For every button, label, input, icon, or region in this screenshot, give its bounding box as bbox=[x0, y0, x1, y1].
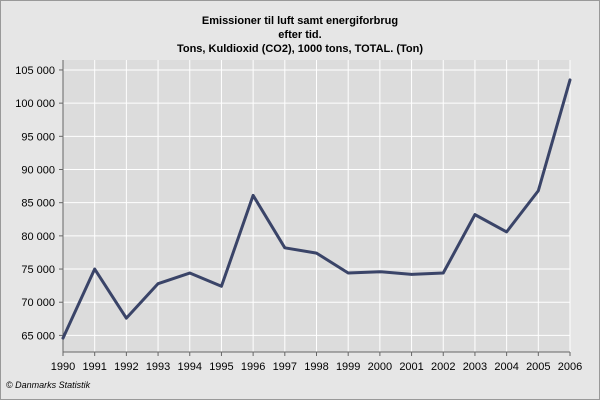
data-point bbox=[125, 316, 128, 320]
x-tick-label: 2004 bbox=[494, 361, 518, 373]
y-tick-label: 75 000 bbox=[21, 264, 55, 276]
chart-title-line-2: efter tid. bbox=[278, 29, 322, 41]
x-tick-label: 1993 bbox=[146, 361, 170, 373]
data-point bbox=[505, 230, 508, 234]
data-point bbox=[346, 271, 350, 275]
data-point bbox=[156, 282, 160, 285]
x-tick-label: 1998 bbox=[304, 361, 328, 373]
data-point bbox=[442, 271, 445, 275]
x-tick-label: 1996 bbox=[241, 361, 265, 373]
y-tick-label: 95 000 bbox=[21, 131, 55, 143]
copyright-credit: © Danmarks Statistik bbox=[6, 380, 91, 390]
x-tick-label: 1992 bbox=[114, 361, 138, 373]
data-point bbox=[378, 270, 382, 273]
y-tick-label: 80 000 bbox=[21, 231, 55, 243]
chart-title-line-3: Tons, Kuldioxid (CO2), 1000 tons, TOTAL.… bbox=[176, 43, 424, 55]
x-tick-label: 2000 bbox=[368, 361, 392, 373]
data-point bbox=[188, 271, 191, 275]
x-tick-label: 1995 bbox=[209, 361, 233, 373]
x-tick-label: 2005 bbox=[526, 361, 550, 373]
data-point bbox=[220, 285, 223, 288]
y-tick-label: 70 000 bbox=[21, 297, 55, 309]
y-tick-label: 90 000 bbox=[21, 165, 55, 177]
y-tick-label: 65 000 bbox=[21, 330, 55, 342]
data-point bbox=[93, 267, 96, 271]
x-tick-label: 2001 bbox=[399, 361, 423, 373]
x-tick-label: 1990 bbox=[51, 361, 75, 373]
data-point bbox=[537, 189, 540, 192]
data-point bbox=[283, 246, 287, 250]
x-tick-label: 1991 bbox=[82, 361, 106, 373]
data-point bbox=[410, 273, 413, 276]
chart-title-line-1: Emissioner til luft samt energiforbrug bbox=[201, 15, 399, 27]
x-tick-label: 2006 bbox=[558, 361, 582, 373]
data-point bbox=[568, 78, 572, 82]
chart-title: Emissioner til luft samt energiforbrug e… bbox=[0, 14, 600, 56]
data-point bbox=[473, 213, 477, 216]
data-point bbox=[61, 336, 65, 340]
y-tick-label: 105 000 bbox=[15, 65, 55, 77]
data-point bbox=[315, 251, 318, 255]
x-tick-label: 1994 bbox=[178, 361, 202, 373]
x-tick-label: 2002 bbox=[431, 361, 455, 373]
x-tick-label: 1997 bbox=[273, 361, 297, 373]
data-point bbox=[251, 194, 255, 197]
x-tick-label: 2003 bbox=[463, 361, 487, 373]
y-tick-label: 100 000 bbox=[15, 98, 55, 110]
x-tick-label: 1999 bbox=[336, 361, 360, 373]
y-tick-label: 85 000 bbox=[21, 198, 55, 210]
